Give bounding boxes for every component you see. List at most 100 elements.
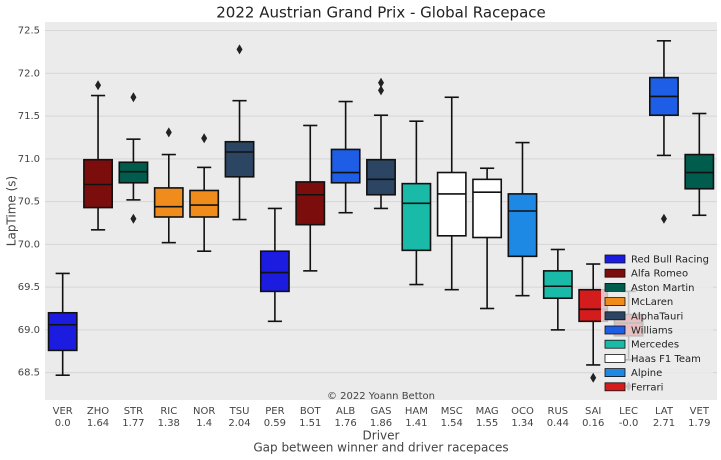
x-tick-label: ZHO xyxy=(87,406,109,417)
chart-title: 2022 Austrian Grand Prix - Global Racepa… xyxy=(216,4,546,22)
x-axis-title: Driver xyxy=(363,429,400,443)
box-group xyxy=(542,248,573,331)
box-group xyxy=(118,92,149,224)
box xyxy=(47,311,78,352)
y-tick-label: 72.0 xyxy=(18,68,40,79)
legend-label: Williams xyxy=(631,326,673,337)
box xyxy=(684,153,715,190)
flier xyxy=(378,85,384,96)
box-group xyxy=(366,77,396,210)
x-tick-label: STR xyxy=(124,406,143,417)
legend-swatch xyxy=(604,297,626,307)
box xyxy=(401,182,432,252)
box-group xyxy=(330,100,361,214)
x-tick-gap: 1.64 xyxy=(87,418,109,429)
box xyxy=(224,140,255,178)
legend-label: Alfa Romeo xyxy=(631,269,688,280)
flier xyxy=(130,92,137,103)
x-tick-gap: 1.51 xyxy=(299,418,321,429)
legend-swatch xyxy=(604,339,626,349)
legend-swatch xyxy=(604,368,626,378)
x-tick-label: RIC xyxy=(160,406,177,417)
box xyxy=(295,181,326,226)
y-tick-label: 70.5 xyxy=(18,197,40,208)
box xyxy=(153,187,184,218)
box-group xyxy=(472,167,503,310)
x-tick-gap: -0.0 xyxy=(619,418,639,429)
x-tick-gap: 2.04 xyxy=(228,418,250,429)
legend-swatch xyxy=(604,254,626,264)
y-tick-label: 72.5 xyxy=(18,26,40,37)
box xyxy=(118,161,149,184)
x-tick-label: SAI xyxy=(585,406,601,417)
legend-label: Haas F1 Team xyxy=(631,354,701,365)
box-group xyxy=(259,207,290,323)
legend-label: Alpine xyxy=(631,368,662,379)
flier xyxy=(590,372,597,383)
x-tick-label: LEC xyxy=(619,406,638,417)
legend-swatch xyxy=(604,325,626,335)
box xyxy=(436,171,467,237)
x-tick-label: VER xyxy=(53,406,73,417)
box-group xyxy=(224,44,255,221)
box-group xyxy=(189,133,220,252)
x-tick-label: GAS xyxy=(371,406,392,417)
flier xyxy=(378,77,384,88)
y-tick-label: 68.5 xyxy=(18,368,40,379)
x-tick-gap: 1.4 xyxy=(196,418,212,429)
box-group xyxy=(83,80,114,231)
x-tick-gap: 1.38 xyxy=(158,418,180,429)
x-tick-label: ALB xyxy=(336,406,355,417)
flier xyxy=(201,133,208,144)
x-tick-gap: 1.76 xyxy=(334,418,356,429)
legend-swatch xyxy=(604,382,626,392)
x-tick-gap: 0.0 xyxy=(55,418,71,429)
legend-label: Ferrari xyxy=(631,382,663,393)
legend-label: McLaren xyxy=(631,297,673,308)
y-tick-label: 69.5 xyxy=(18,282,40,293)
box xyxy=(83,158,114,209)
flier xyxy=(165,127,172,138)
x-tick-label: VET xyxy=(690,406,710,417)
x-tick-gap: 0.44 xyxy=(547,418,569,429)
x-tick-label: BOT xyxy=(300,406,322,417)
box-group xyxy=(47,272,78,376)
legend-swatch xyxy=(604,282,626,292)
x-tick-gap: 1.41 xyxy=(405,418,427,429)
x-tick-gap: 1.79 xyxy=(688,418,710,429)
box xyxy=(472,178,503,239)
flier xyxy=(660,213,667,224)
box-group xyxy=(153,127,184,244)
legend-label: AlphaTauri xyxy=(631,311,683,322)
x-tick-gap: 0.59 xyxy=(264,418,286,429)
flier xyxy=(95,80,102,91)
x-tick-label: MAG xyxy=(476,406,499,417)
x-tick-gap: 1.34 xyxy=(511,418,533,429)
box-group xyxy=(684,112,715,217)
y-axis-title: LapTime (s) xyxy=(5,176,19,246)
x-tick-label: PER xyxy=(265,406,284,417)
box xyxy=(259,250,290,293)
legend-swatch xyxy=(604,353,626,363)
box xyxy=(330,148,361,184)
y-tick-label: 71.0 xyxy=(18,154,40,165)
x-tick-label: MSC xyxy=(441,406,463,417)
x-tick-label: RUS xyxy=(548,406,569,417)
y-tick-label: 71.5 xyxy=(18,111,40,122)
x-tick-gap: 1.77 xyxy=(122,418,144,429)
legend-label: Aston Martin xyxy=(631,283,695,294)
box xyxy=(189,189,220,218)
box xyxy=(542,270,573,300)
legend-label: Mercedes xyxy=(631,340,679,351)
x-tick-label: OCO xyxy=(511,406,534,417)
box-group xyxy=(648,40,679,224)
x-tick-label: LAT xyxy=(655,406,674,417)
x-tick-gap: 2.71 xyxy=(653,418,675,429)
x-tick-gap: 1.54 xyxy=(441,418,463,429)
x-tick-label: TSU xyxy=(229,406,250,417)
x-tick-label: HAM xyxy=(405,406,428,417)
x-tick-gap: 0.16 xyxy=(582,418,604,429)
x-axis-subtitle: Gap between winner and driver racepaces xyxy=(253,441,508,455)
flier xyxy=(236,44,243,55)
legend: Red Bull Racing Alfa Romeo Aston Martin McL… xyxy=(601,250,713,398)
